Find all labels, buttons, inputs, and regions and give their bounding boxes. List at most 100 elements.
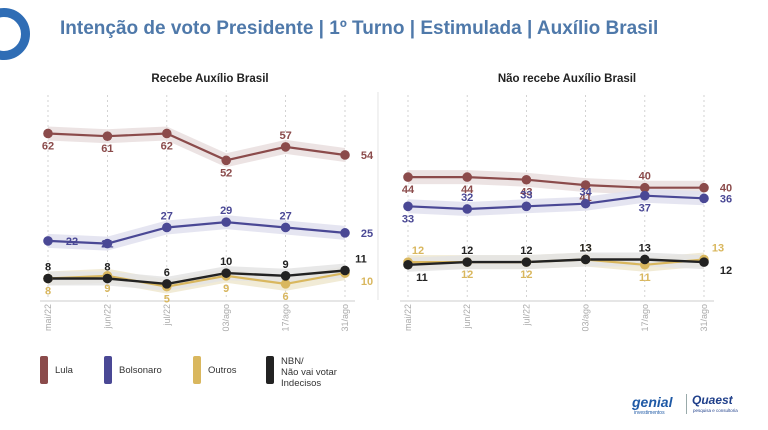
data-label-outros: 13 [579, 242, 591, 254]
data-label-nbn: 11 [416, 272, 428, 284]
x-tick-label: mai/22 [403, 304, 413, 331]
data-label-outros: 12 [520, 269, 532, 281]
data-point-nbn [580, 254, 591, 265]
chart-title: Recebe Auxílio Brasil [151, 73, 268, 85]
data-label-lula: 62 [161, 140, 173, 152]
data-label-bolsonaro: 37 [639, 203, 651, 215]
data-point-bolsonaro [221, 217, 231, 227]
data-label-outros: 10 [361, 276, 373, 288]
data-label-outros: 9 [104, 283, 110, 295]
data-point-bolsonaro [340, 228, 350, 238]
data-label-nbn: 12 [520, 245, 532, 257]
data-label-bolsonaro: 27 [161, 210, 173, 222]
series-line-bolsonaro [407, 194, 705, 211]
data-point-outros [280, 279, 291, 289]
data-point-nbn [403, 259, 413, 270]
legend-item-lula: Lula [40, 356, 73, 384]
data-label-bolsonaro: 27 [279, 210, 291, 222]
data-point-lula [162, 128, 172, 139]
data-point-bolsonaro [521, 201, 532, 212]
data-point-lula [340, 150, 350, 160]
data-label-nbn: 13 [639, 242, 651, 254]
data-point-lula [221, 155, 231, 166]
data-label-lula: 61 [101, 143, 113, 155]
data-label-outros: 6 [283, 291, 289, 303]
data-label-lula: 40 [639, 171, 651, 183]
data-point-bolsonaro [280, 222, 291, 233]
data-label-bolsonaro: 25 [361, 228, 373, 240]
data-point-lula [640, 182, 650, 193]
data-label-bolsonaro: 34 [579, 187, 592, 199]
data-label-outros: 11 [639, 272, 651, 284]
data-point-lula [280, 142, 291, 152]
data-label-nbn: 9 [283, 259, 289, 271]
legend-item-outros: Outros [193, 356, 237, 384]
data-point-lula [403, 172, 413, 182]
data-point-nbn [162, 279, 172, 289]
series-line-lula [47, 132, 346, 162]
data-point-bolsonaro [699, 193, 709, 204]
data-label-outros: 5 [164, 294, 170, 306]
data-label-bolsonaro: 33 [520, 189, 532, 201]
data-label-bolsonaro: 22 [66, 236, 78, 248]
data-label-lula: 40 [720, 183, 732, 195]
data-label-bolsonaro: 33 [402, 213, 414, 225]
logo-divider [686, 394, 687, 414]
data-point-bolsonaro [102, 238, 113, 249]
data-label-lula: 52 [220, 167, 232, 179]
x-tick-label: 03/ago [581, 304, 591, 332]
data-point-nbn [699, 257, 709, 267]
data-label-nbn: 8 [104, 262, 110, 274]
data-label-lula: 57 [279, 130, 291, 142]
series-band-bolsonaro [48, 215, 345, 251]
x-tick-label: jun/22 [462, 304, 472, 330]
series-line-nbn [48, 269, 346, 286]
data-label-outros: 13 [712, 242, 724, 254]
chart-panel-1: Recebe Auxílio Brasil mai/22 jun/22 jul/22 0… [40, 73, 374, 332]
data-label-lula: 43 [520, 187, 532, 199]
legend-swatch-outros [193, 356, 201, 384]
legend-swatch-nbn [266, 356, 274, 384]
data-point-nbn [521, 257, 532, 267]
x-tick-label: 03/ago [221, 304, 231, 332]
genial-logo-subtitle: investimentos [634, 410, 665, 416]
page-title: Intenção de voto Presidente | 1º Turno |… [60, 18, 659, 39]
legend-item-bolsonaro: Bolsonaro [104, 356, 162, 384]
legend-label-lula: Lula [55, 365, 73, 376]
legend-item-nbn: NBN/ Não vai votar Indecisos [266, 356, 337, 389]
quaest-logo-subtitle: pesquisa e consultoria [693, 408, 738, 413]
series-line-bolsonaro [47, 220, 346, 245]
data-point-lula [43, 128, 53, 139]
data-label-bolsonaro: 32 [461, 192, 473, 204]
data-label-outros: 12 [412, 245, 424, 257]
data-label-lula: 44 [461, 184, 474, 196]
data-point-nbn [102, 273, 113, 284]
data-label-bolsonaro: 29 [220, 205, 232, 217]
x-tick-label: jul/22 [162, 304, 172, 327]
data-point-lula [102, 131, 113, 141]
data-point-lula [521, 174, 532, 185]
data-label-nbn: 13 [579, 242, 591, 254]
x-tick-label: jul/22 [521, 304, 531, 327]
legend-swatch-bolsonaro [104, 356, 112, 384]
data-point-lula [462, 172, 473, 182]
chart-title: Não recebe Auxílio Brasil [498, 73, 636, 85]
legend-label-outros: Outros [208, 365, 237, 376]
x-tick-label: 17/ago [640, 304, 650, 332]
x-tick-label: 31/ago [699, 304, 709, 332]
data-point-bolsonaro [640, 190, 650, 201]
data-label-lula: 54 [361, 150, 374, 162]
series-band-nbn [408, 252, 704, 272]
data-label-nbn: 8 [45, 262, 51, 274]
data-label-outros: 12 [461, 269, 473, 281]
data-point-nbn [640, 254, 650, 265]
legend: Lula Bolsonaro Outros NBN/ Não vai votar… [40, 356, 460, 396]
genial-logo: genial [632, 394, 673, 410]
data-label-nbn: 6 [164, 267, 170, 279]
data-point-bolsonaro [403, 201, 413, 212]
data-label-lula: 62 [42, 140, 54, 152]
data-point-nbn [462, 257, 473, 267]
charts-area: Recebe Auxílio Brasil mai/22 jun/22 jul/22 0… [40, 73, 732, 332]
series-line-nbn [407, 258, 705, 266]
series-line-outros [47, 272, 346, 288]
